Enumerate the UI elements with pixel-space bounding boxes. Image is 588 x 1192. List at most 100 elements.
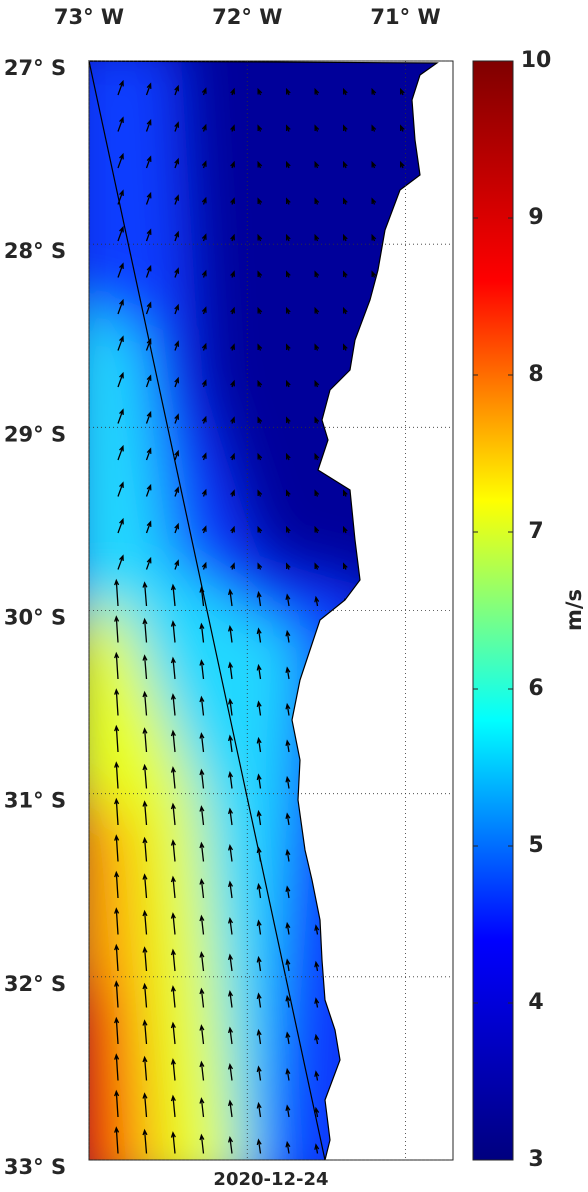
wind-arrow xyxy=(117,152,124,169)
wind-arrow xyxy=(400,927,406,935)
wind-arrow xyxy=(230,343,235,351)
wind-arrow xyxy=(343,124,348,132)
wind-arrow xyxy=(343,999,349,1008)
wind-arrow xyxy=(286,489,291,497)
wind-arrow xyxy=(400,1146,406,1154)
wind-arrow xyxy=(371,744,377,753)
wind-arrow xyxy=(428,489,434,497)
wind-arrow xyxy=(343,489,348,497)
wind-arrow xyxy=(343,963,349,972)
wind-arrow xyxy=(114,651,120,680)
wind-arrow xyxy=(256,590,262,607)
wind-arrow xyxy=(371,817,377,826)
wind-arrow xyxy=(199,805,205,826)
wind-arrow xyxy=(286,124,291,132)
wind-arrow xyxy=(314,562,320,570)
wind-arrow xyxy=(117,371,124,388)
wind-arrow xyxy=(257,124,263,132)
wind-arrow xyxy=(285,812,291,826)
wind-arrow xyxy=(428,160,434,169)
wind-arrow xyxy=(199,1024,205,1045)
wind-arrow xyxy=(371,1036,377,1045)
wind-arrow xyxy=(257,343,263,351)
wind-arrow xyxy=(145,82,152,96)
wind-arrow xyxy=(227,1062,234,1081)
wind-arrow xyxy=(230,233,235,242)
wind-arrow xyxy=(314,851,320,862)
wind-arrow xyxy=(400,781,406,789)
wind-arrow xyxy=(343,379,348,388)
wind-arrow xyxy=(145,301,152,315)
wind-arrow xyxy=(428,343,434,351)
wind-arrow xyxy=(286,197,291,205)
wind-arrow xyxy=(400,124,405,132)
wind-arrow xyxy=(256,955,262,972)
wind-arrow xyxy=(114,834,120,862)
wind-arrow xyxy=(285,1067,291,1081)
wind-arrow xyxy=(428,744,434,753)
wind-arrow xyxy=(174,230,180,242)
wind-arrow xyxy=(227,807,234,826)
wind-arrow xyxy=(256,992,262,1008)
wind-arrow xyxy=(174,376,180,388)
wind-arrow xyxy=(230,306,235,315)
wind-arrow xyxy=(257,233,263,242)
colorbar-tick-label: 7 xyxy=(528,519,543,544)
wind-arrow xyxy=(428,854,434,862)
wind-arrow xyxy=(142,909,148,935)
wind-arrow xyxy=(117,481,124,497)
wind-arrow xyxy=(170,802,176,826)
wind-arrow xyxy=(145,118,152,132)
wind-arrow xyxy=(145,374,152,388)
wind-arrow xyxy=(201,342,207,351)
wind-arrow xyxy=(114,1089,120,1118)
wind-field xyxy=(89,61,437,1160)
wind-arrow xyxy=(285,775,291,789)
wind-arrow xyxy=(285,629,291,643)
wind-arrow xyxy=(257,562,263,570)
wind-arrow xyxy=(371,379,377,388)
wind-arrow xyxy=(199,695,205,716)
wind-arrow xyxy=(142,1128,148,1154)
wind-arrow xyxy=(285,1031,291,1045)
wind-arrow xyxy=(400,416,405,424)
wind-arrow xyxy=(230,525,235,534)
y-tick-label: 28° S xyxy=(4,239,66,263)
wind-arrow xyxy=(371,890,377,899)
wind-arrow xyxy=(201,269,207,278)
wind-arrow xyxy=(114,761,120,789)
wind-arrow xyxy=(227,916,234,935)
wind-arrow xyxy=(142,1019,148,1045)
wind-arrow xyxy=(199,1133,205,1154)
colorbar-tick-label: 10 xyxy=(521,48,552,73)
wind-arrow xyxy=(343,1109,349,1118)
wind-arrow xyxy=(314,997,320,1008)
wind-arrow xyxy=(428,1146,434,1154)
y-tick-label: 27° S xyxy=(4,56,66,80)
wind-arrow xyxy=(400,1109,406,1118)
wind-arrow xyxy=(400,744,406,753)
wind-arrow xyxy=(199,768,205,789)
wind-arrow xyxy=(371,343,377,351)
wind-arrow xyxy=(400,708,406,716)
wind-arrow xyxy=(314,1070,320,1081)
wind-arrow xyxy=(400,598,406,607)
wind-arrow xyxy=(230,379,235,388)
wind-arrow xyxy=(371,562,377,570)
wind-arrow xyxy=(286,379,291,388)
wind-arrow xyxy=(174,559,180,570)
wind-arrow xyxy=(285,739,291,753)
wind-arrow xyxy=(257,270,263,278)
wind-arrow xyxy=(230,124,235,132)
wind-arrow xyxy=(400,379,405,388)
colorbar-tick-label: 4 xyxy=(528,990,543,1015)
colorbar-tick-label: 8 xyxy=(528,362,543,387)
wind-arrow xyxy=(285,848,291,862)
wind-arrow xyxy=(371,416,377,424)
wind-arrow xyxy=(174,449,180,461)
wind-arrow xyxy=(227,770,234,789)
wind-arrow xyxy=(314,668,320,680)
wind-arrow xyxy=(199,987,205,1008)
wind-arrow xyxy=(199,951,205,972)
wind-arrow xyxy=(343,233,348,242)
